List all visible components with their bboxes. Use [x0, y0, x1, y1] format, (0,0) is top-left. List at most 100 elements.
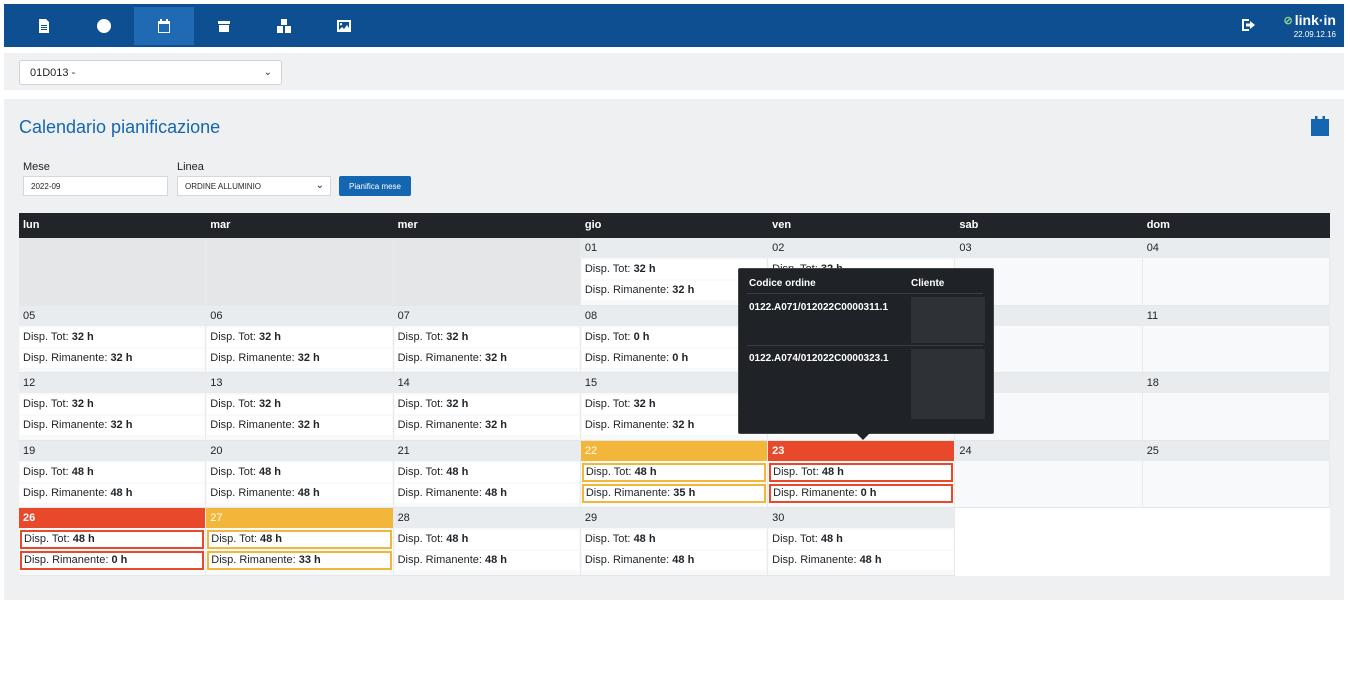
disp-rem-value: 32 h	[485, 419, 508, 431]
disp-rem-value: 35 h	[673, 486, 696, 499]
calendar-day[interactable]: 08 Disp. Tot: 0 h Disp. Rimanente: 0 h	[580, 305, 769, 373]
disp-rimanente: Disp. Rimanente: 48 h	[394, 483, 579, 503]
calendar-day-empty	[206, 238, 394, 306]
disp-rimanente: Disp. Rimanente: 32 h	[581, 416, 767, 435]
day-number: 22	[580, 440, 768, 461]
disp-rimanente: Disp. Rimanente: 48 h	[207, 483, 392, 503]
weekday-header-cell: lun	[23, 219, 40, 231]
disp-rem-label: Disp. Rimanente:	[584, 419, 670, 431]
page-title: Calendario pianificazione	[19, 117, 221, 137]
disp-rimanente: Disp. Rimanente: 32 h	[394, 416, 579, 435]
calendar-day[interactable]: 23 Disp. Tot: 48 h Disp. Rimanente: 0 h	[768, 440, 956, 508]
popover-col-code: Codice ordine	[749, 278, 816, 289]
calendar-day[interactable]: 28 Disp. Tot: 48 h Disp. Rimanente: 48 h	[393, 508, 581, 576]
disp-tot: Disp. Tot: 48 h	[769, 530, 954, 549]
calendar-week: 19 Disp. Tot: 48 h Disp. Rimanente: 48 h 20…	[19, 440, 1330, 508]
nav-boxes-button[interactable]	[254, 7, 314, 45]
disp-tot-label: Disp. Tot:	[397, 533, 444, 545]
disp-rem-value: 48 h	[110, 486, 133, 499]
nav-image-button[interactable]	[314, 7, 374, 45]
disp-tot-value: 32 h	[71, 398, 94, 410]
calendar-day[interactable]: 14 Disp. Tot: 32 h Disp. Rimanente: 32 h	[393, 373, 581, 441]
disp-tot-value: 48 h	[260, 533, 283, 545]
order-code: 0122.A071/012022C0000311.1	[749, 302, 889, 313]
disp-rem-label: Disp. Rimanente:	[584, 284, 670, 296]
disp-tot-label: Disp. Tot:	[584, 330, 631, 343]
disp-tot-label: Disp. Tot:	[585, 465, 632, 478]
calendar-day[interactable]: 18	[1142, 373, 1330, 441]
disp-tot-label: Disp. Tot:	[397, 398, 444, 410]
disp-tot: Disp. Tot: 48 h	[20, 462, 205, 482]
disp-tot: Disp. Tot: 48 h	[581, 530, 767, 549]
disp-tot-value: 32 h	[446, 398, 469, 410]
disp-tot-label: Disp. Tot:	[211, 533, 257, 545]
disp-rem-value: 32 h	[672, 419, 695, 431]
weekday-header-cell: gio	[584, 219, 602, 231]
calendar-day[interactable]: 27 Disp. Tot: 48 h Disp. Rimanente: 33 h	[206, 508, 394, 576]
calendar-day[interactable]: 22 Disp. Tot: 48 h Disp. Rimanente: 35 h	[580, 440, 769, 508]
disp-tot-value: 32 h	[259, 330, 282, 343]
calendar-day[interactable]: 04	[1142, 238, 1330, 306]
disp-rem-label: Disp. Rimanente:	[584, 554, 670, 566]
calendar-day[interactable]: 29 Disp. Tot: 48 h Disp. Rimanente: 48 h	[580, 508, 769, 576]
day-number: 03	[955, 238, 1142, 258]
plan-month-button[interactable]: Pianifica mese	[339, 176, 411, 196]
chevron-down-icon: ⌄	[263, 67, 272, 78]
calendar-icon[interactable]	[1310, 115, 1330, 137]
disp-rem-label: Disp. Rimanente:	[23, 419, 108, 431]
disp-rimanente: Disp. Rimanente: 0 h	[769, 483, 954, 503]
disp-tot: Disp. Tot: 32 h	[20, 327, 205, 347]
calendar-day[interactable]: 12 Disp. Tot: 32 h Disp. Rimanente: 32 h	[19, 373, 207, 441]
nav-history-button[interactable]	[74, 7, 134, 45]
calendar-day[interactable]: 21 Disp. Tot: 48 h Disp. Rimanente: 48 h	[393, 440, 581, 508]
disp-rimanente: Disp. Rimanente: 48 h	[20, 483, 205, 503]
logout-button[interactable]	[1240, 16, 1258, 34]
calendar-day[interactable]: 19 Disp. Tot: 48 h Disp. Rimanente: 48 h	[19, 440, 207, 508]
disp-tot: Disp. Tot: 32 h	[207, 395, 392, 414]
disp-rem-label: Disp. Rimanente:	[773, 486, 858, 499]
disp-rem-label: Disp. Rimanente:	[23, 351, 108, 364]
disp-rem-value: 33 h	[298, 554, 321, 566]
brand-logo: ⊘ link·in	[1280, 12, 1336, 28]
disp-rimanente: Disp. Rimanente: 32 h	[207, 416, 392, 435]
calendar-day[interactable]: 13 Disp. Tot: 32 h Disp. Rimanente: 32 h	[206, 373, 394, 441]
calendar-day[interactable]: 26 Disp. Tot: 48 h Disp. Rimanente: 0 h	[19, 508, 207, 576]
calendar-day[interactable]: 25	[1142, 440, 1330, 508]
day-number: 27	[206, 508, 393, 528]
nav-box-button[interactable]	[194, 7, 254, 45]
day-number: 26	[19, 508, 206, 528]
disp-rem-value: 0 h	[860, 486, 877, 499]
calendar-day[interactable]: 20 Disp. Tot: 48 h Disp. Rimanente: 48 h	[206, 440, 394, 508]
month-input[interactable]: 2022-09	[23, 176, 168, 196]
brand-name: link·in	[1294, 12, 1336, 28]
disp-tot: Disp. Tot: 48 h	[394, 462, 579, 482]
day-number: 30	[768, 508, 955, 528]
calendar-day-blank	[955, 508, 1143, 576]
nav-document-button[interactable]	[14, 7, 74, 45]
disp-tot-value: 48 h	[446, 533, 469, 545]
calendar-day[interactable]: 05 Disp. Tot: 32 h Disp. Rimanente: 32 h	[19, 305, 207, 373]
line-select[interactable]: ORDINE ALLUMINIO ⌄	[177, 176, 331, 196]
month-label: Mese	[23, 161, 50, 173]
calendar-day[interactable]: 15 Disp. Tot: 32 h Disp. Rimanente: 32 h	[580, 373, 769, 441]
disp-rem-label: Disp. Rimanente:	[585, 486, 671, 499]
disp-tot-label: Disp. Tot:	[23, 398, 69, 410]
calendar-week: 12 Disp. Tot: 32 h Disp. Rimanente: 32 h 13…	[19, 373, 1330, 441]
nav-calendar-button[interactable]	[134, 6, 194, 45]
popover-arrow	[856, 433, 870, 440]
popover-divider	[747, 345, 983, 346]
calendar-day[interactable]: 01 Disp. Tot: 32 h Disp. Rimanente: 32 h	[580, 238, 769, 306]
calendar-day[interactable]: 30 Disp. Tot: 48 h Disp. Rimanente: 48 h	[768, 508, 956, 576]
plant-select[interactable]: 01D013 - ⌄	[19, 60, 282, 85]
disp-rimanente: Disp. Rimanente: 48 h	[394, 551, 579, 570]
calendar-day[interactable]: 07 Disp. Tot: 32 h Disp. Rimanente: 32 h	[393, 305, 581, 373]
day-number: 23	[768, 440, 955, 461]
calendar-day[interactable]: 06 Disp. Tot: 32 h Disp. Rimanente: 32 h	[206, 305, 394, 373]
day-number: 04	[1142, 238, 1329, 258]
month-input-value: 2022-09	[31, 182, 61, 191]
disp-rem-value: 48 h	[672, 554, 695, 566]
disp-rimanente: Disp. Rimanente: 32 h	[581, 281, 767, 300]
top-navbar: ⊘ link·in 22.09.12.16	[4, 4, 1344, 47]
calendar-day[interactable]: 24	[955, 440, 1143, 508]
calendar-day[interactable]: 11	[1142, 305, 1330, 373]
